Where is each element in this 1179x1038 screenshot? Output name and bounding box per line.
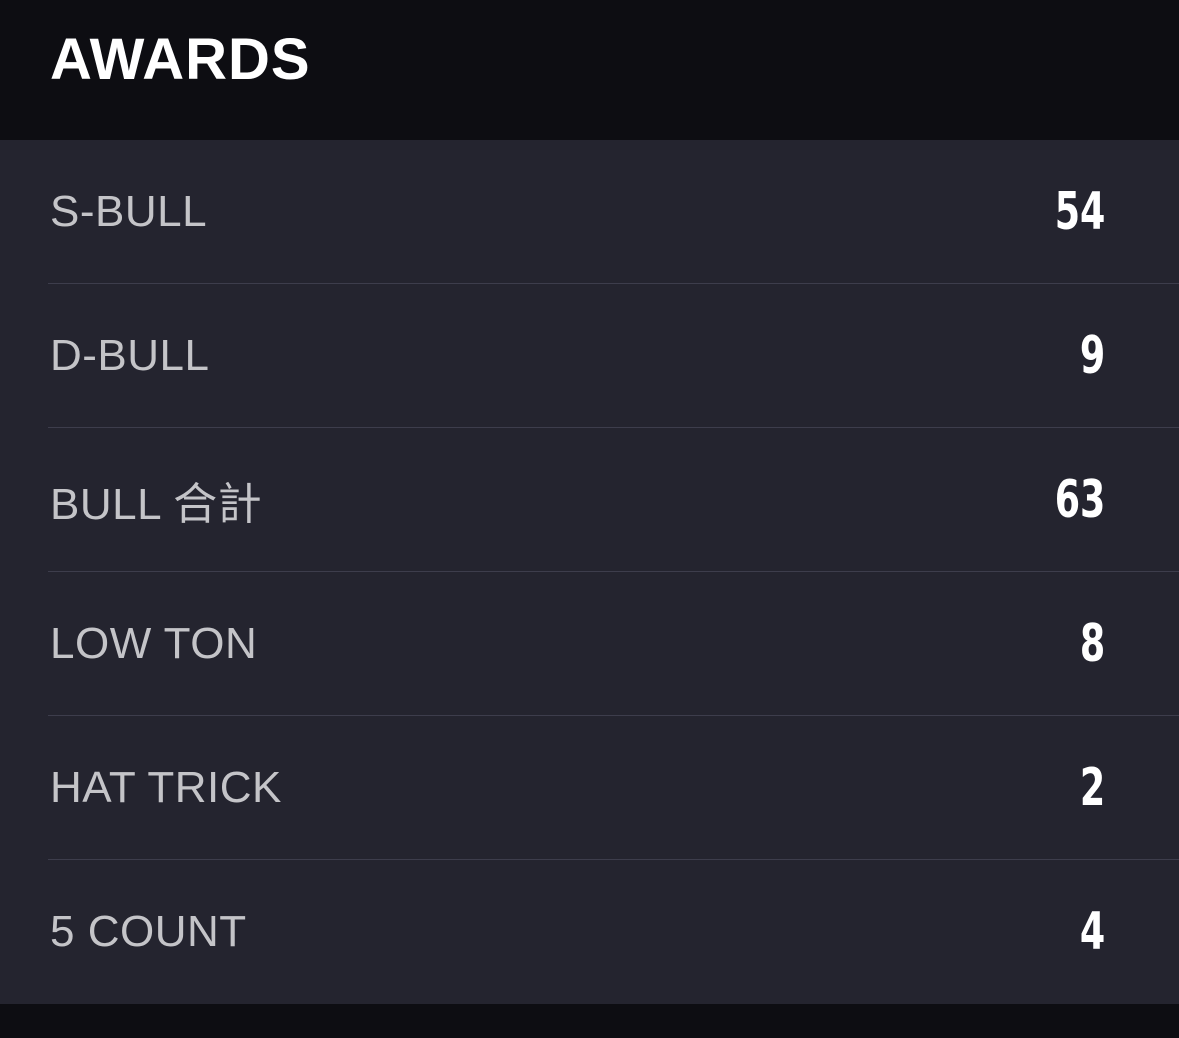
award-row: LOW TON 8 [48,572,1179,716]
award-label: LOW TON [50,618,258,668]
award-label: S-BULL [50,186,208,236]
header: AWARDS [0,0,1179,140]
award-value: 9 [1079,325,1105,386]
award-label: HAT TRICK [50,762,282,812]
award-value: 2 [1079,757,1105,818]
award-label: 5 COUNT [50,906,247,956]
award-row: 5 COUNT 4 [48,860,1179,1003]
award-row: D-BULL 9 [48,284,1179,428]
award-label: BULL 合計 [50,479,263,529]
awards-list: S-BULL 54 D-BULL 9 BULL 合計 63 LOW TON 8 HAT TRIC… [0,140,1179,1004]
award-value: 54 [1054,181,1105,242]
award-row: S-BULL 54 [48,140,1179,284]
award-row: HAT TRICK 2 [48,716,1179,860]
award-value: 4 [1079,901,1105,962]
award-label: D-BULL [50,330,210,380]
award-value: 63 [1054,469,1105,530]
award-row: BULL 合計 63 [48,428,1179,572]
award-value: 8 [1079,613,1105,674]
header-title: AWARDS [50,27,311,92]
